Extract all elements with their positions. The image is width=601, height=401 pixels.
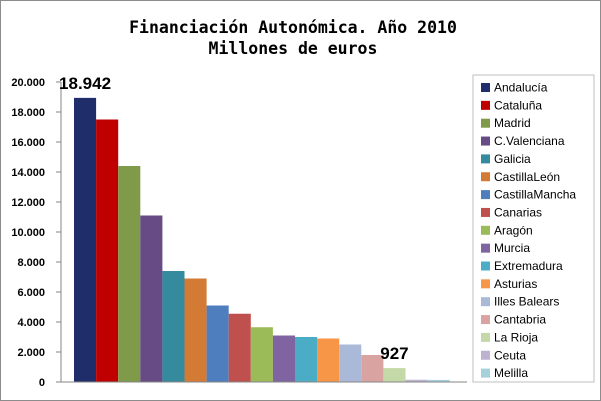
legend-swatch	[481, 100, 490, 110]
legend-entry: Andalucía	[494, 81, 548, 95]
legend-swatch	[481, 332, 490, 342]
legend-swatch	[481, 279, 490, 289]
legend-entry: C.Valenciana	[494, 134, 565, 148]
legend-swatch	[481, 83, 490, 92]
bar-ceuta	[405, 379, 428, 382]
chart-title: Financiación Autonómica. Año 2010	[129, 18, 457, 37]
legend-entry: Extremadura	[494, 259, 563, 273]
bar-la-rioja	[383, 368, 406, 382]
legend-swatch	[481, 315, 490, 325]
legend-entry: Madrid	[494, 116, 531, 130]
legend-swatch	[481, 225, 490, 235]
legend-swatch	[481, 154, 490, 164]
legend-swatch	[481, 207, 490, 217]
y-tick-label: 18.000	[11, 107, 45, 119]
bar-galicia	[162, 271, 185, 382]
legend-swatch	[481, 118, 490, 128]
legend-entry: Ceuta	[494, 348, 526, 362]
legend-entry: CastillaLeón	[494, 170, 560, 184]
legend-entry: Asturias	[494, 277, 537, 291]
legend-entry: Canarias	[494, 205, 542, 219]
data-label: 18.942	[59, 74, 111, 93]
legend-entry: Melilla	[494, 366, 528, 380]
y-tick-label: 16.000	[11, 137, 45, 149]
legend-entry: Galicia	[494, 152, 531, 166]
legend: Andalucía Cataluña Madrid C.Valenciana Galic…	[481, 81, 576, 380]
bar-cantabria	[361, 355, 384, 382]
bar-c-valenciana	[140, 215, 163, 382]
bar-asturias	[317, 338, 340, 382]
legend-entry: La Rioja	[494, 330, 538, 344]
y-tick-label: 4.000	[17, 317, 45, 329]
bar-castillale-n	[184, 278, 207, 382]
bars	[61, 97, 467, 383]
y-tick-label: 12.000	[11, 197, 45, 209]
y-axis: 0 2.000 4.000 6.000 8.000 10.000 12.000 14.000 1…	[11, 77, 62, 389]
y-tick-label: 20.000	[11, 77, 45, 89]
legend-swatch	[481, 368, 490, 378]
legend-entry: CastillaMancha	[494, 188, 576, 202]
bar-murcia	[272, 335, 295, 382]
legend-swatch	[481, 261, 490, 271]
bar-catalu-a	[96, 119, 119, 382]
data-label: 927	[380, 344, 408, 363]
y-tick-label: 0	[39, 377, 45, 389]
y-tick-label: 10.000	[11, 227, 45, 239]
legend-swatch	[481, 350, 490, 360]
legend-entry: Cataluña	[494, 98, 542, 112]
bar-illes-balears	[339, 344, 362, 382]
legend-entry: Cantabria	[494, 313, 546, 327]
legend-swatch	[481, 297, 490, 307]
legend-swatch	[481, 172, 490, 182]
y-tick-label: 8.000	[17, 257, 45, 269]
legend-swatch	[481, 190, 490, 200]
bar-extremadura	[295, 337, 318, 382]
legend-swatch	[481, 243, 490, 253]
data-labels: 18.942 927	[59, 74, 409, 363]
y-tick-label: 14.000	[11, 167, 45, 179]
legend-entry: Murcia	[494, 241, 530, 255]
bar-melilla	[427, 379, 450, 382]
bar-castillamancha	[206, 305, 229, 382]
legend-swatch	[481, 136, 490, 146]
bar-arag-n	[250, 327, 273, 382]
legend-box	[472, 74, 595, 383]
y-tick-label: 2.000	[17, 347, 45, 359]
y-tick-label: 6.000	[17, 287, 45, 299]
bar-andaluc-a	[74, 97, 97, 383]
bar-madrid	[118, 166, 141, 382]
bar-canarias	[228, 313, 251, 382]
legend-entry: Illes Balears	[494, 295, 559, 309]
chart-subtitle: Millones de euros	[209, 39, 378, 58]
legend-entry: Aragón	[494, 223, 533, 237]
